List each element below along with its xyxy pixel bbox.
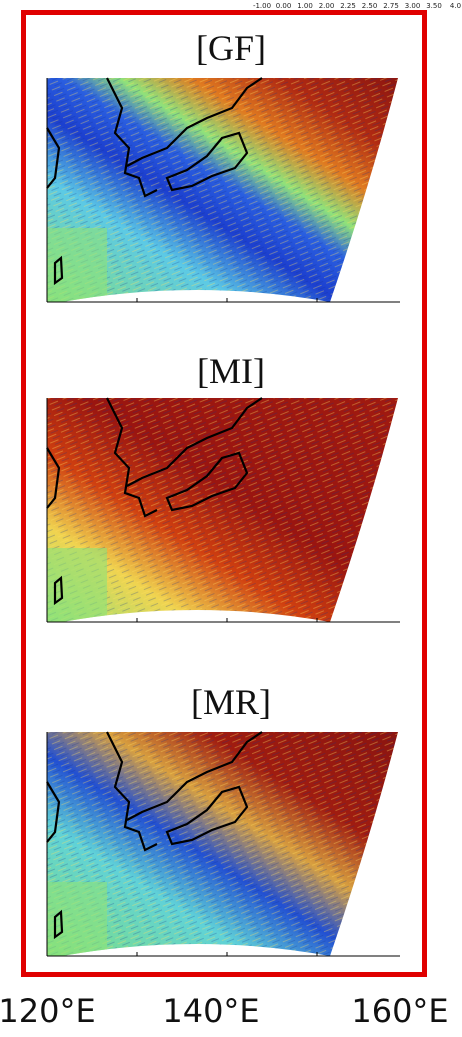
- colorbar-label: 2.75: [383, 2, 399, 10]
- map-panel: [47, 398, 407, 628]
- colorbar-label: 0.00: [276, 2, 292, 10]
- panel-title: [MI]: [197, 351, 265, 391]
- colorbar-label: 1.00: [297, 2, 313, 10]
- map-panel: [47, 78, 407, 308]
- longitude-label: 120°E: [0, 992, 96, 1030]
- map-field: [47, 398, 407, 628]
- longitude-label: 140°E: [162, 992, 259, 1030]
- colorbar-label: 2.50: [362, 2, 378, 10]
- longitude-labels: 120°E 140°E 160°E: [0, 992, 449, 1030]
- colorbar-label: 2.25: [340, 2, 356, 10]
- map-panel: [47, 732, 407, 962]
- longitude-label: 160°E: [351, 992, 448, 1030]
- figure: -1.00 0.00 1.00 2.00 2.25 2.50 2.75 3.00 3.50 4.0…: [0, 0, 462, 1037]
- panel-title: [GF]: [196, 28, 266, 68]
- panel-title: [MR]: [191, 682, 271, 722]
- map-field: [47, 78, 407, 308]
- map-field: [47, 732, 407, 962]
- colorbar-label: 3.00: [405, 2, 421, 10]
- panels: [GF] [MI] [MR]: [47, 28, 407, 962]
- colorbar-label: 2.00: [319, 2, 335, 10]
- page: -1.00 0.00 1.00 2.00 2.25 2.50 2.75 3.00 3.50 4.0…: [0, 0, 462, 1037]
- colorbar-label: 4.0: [450, 2, 461, 10]
- colorbar-labels: -1.00 0.00 1.00 2.00 2.25 2.50 2.75 3.00 3.50 4.0: [253, 2, 461, 10]
- colorbar-label: -1.00: [253, 2, 271, 10]
- colorbar-label: 3.50: [426, 2, 442, 10]
